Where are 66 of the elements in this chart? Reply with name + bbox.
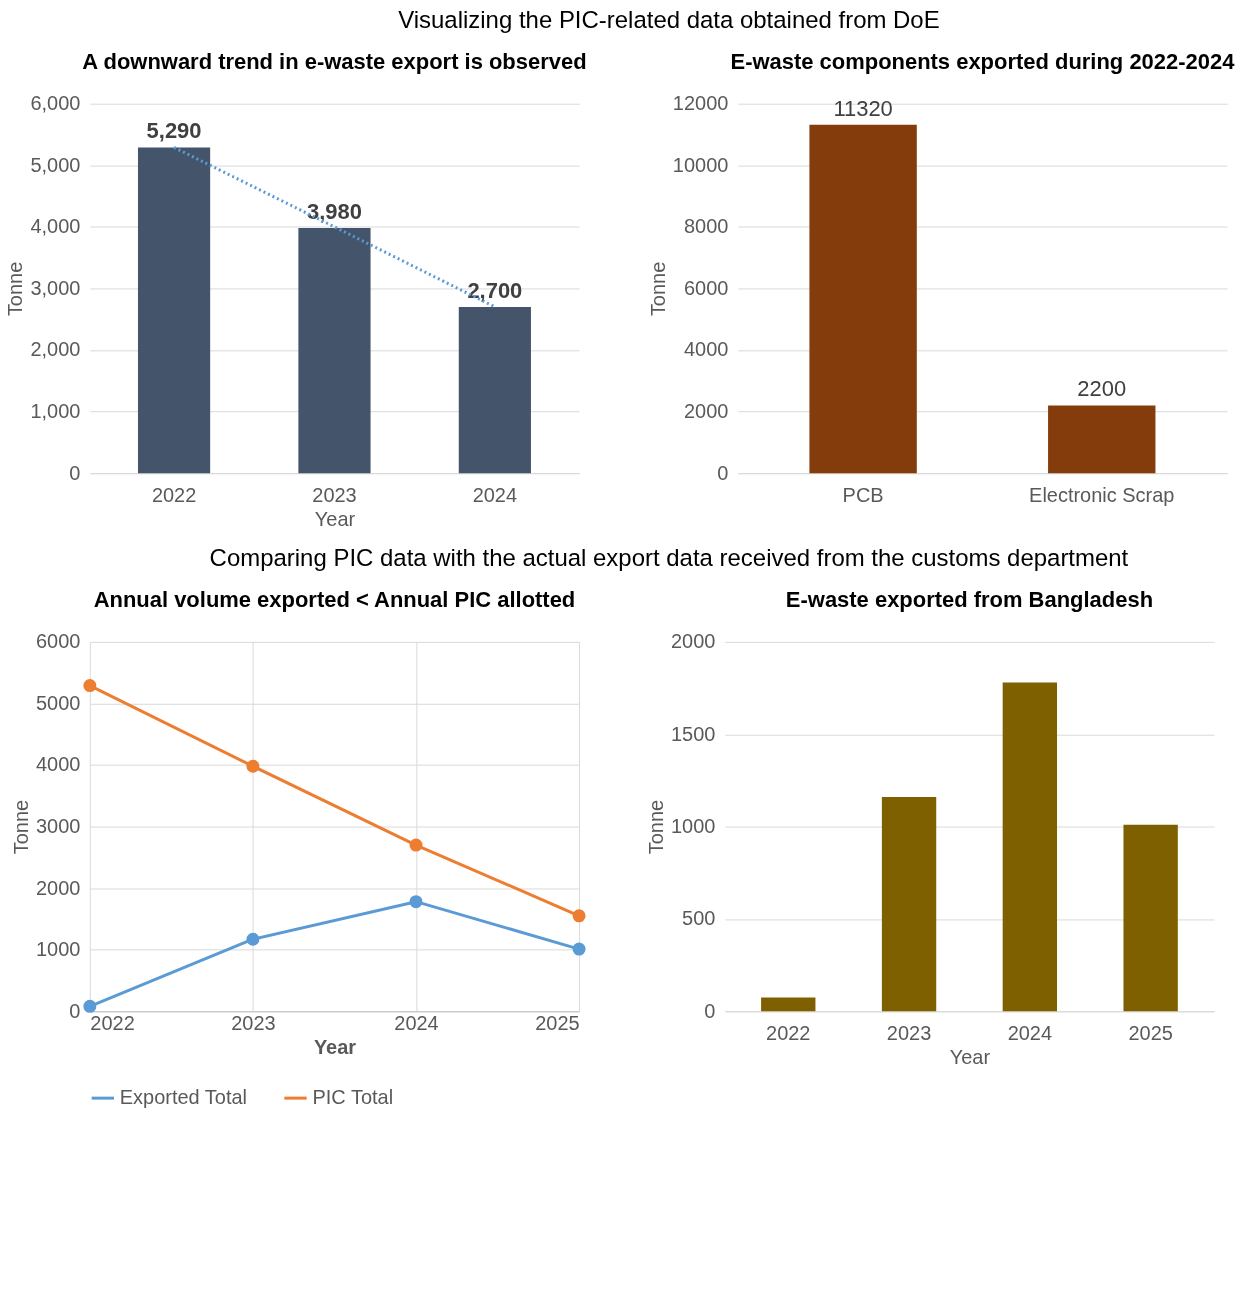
legend-label: Exported Total	[119, 1086, 248, 1109]
bar	[458, 306, 531, 474]
y-axis-title: Tonne	[4, 261, 27, 317]
x-tick-label: 2024	[1007, 1021, 1053, 1044]
y-tick-label: 2,000	[30, 338, 81, 361]
y-tick-label: 4000	[683, 338, 729, 361]
y-tick-label: 0	[69, 999, 81, 1022]
chart-title: E-waste components exported during 2022-2024	[730, 48, 1236, 74]
y-tick-label: 2000	[35, 876, 81, 899]
x-tick-label: PCB	[842, 483, 884, 506]
text: Comparing PIC data with the actual export data received from the customs department	[209, 543, 1129, 571]
y-tick-label: 1,000	[30, 400, 81, 423]
bar	[1123, 824, 1178, 1012]
y-tick-label: 500	[682, 907, 716, 930]
x-tick-label: 2024	[472, 483, 518, 506]
y-tick-label: 5000	[35, 691, 81, 714]
y-tick-label: 1000	[35, 938, 81, 961]
x-tick-label: 2025	[535, 1011, 580, 1034]
y-tick-label: 6000	[683, 276, 729, 299]
y-tick-label: 3000	[35, 815, 81, 838]
y-tick-label: 0	[704, 999, 716, 1022]
y-tick-label: 12000	[672, 92, 729, 115]
y-axis-title: Tonne	[644, 799, 667, 855]
bar	[298, 228, 371, 474]
bar	[761, 997, 816, 1012]
x-tick-label: 2022	[90, 1011, 135, 1034]
x-tick-label: 2025	[1128, 1021, 1173, 1044]
y-tick-label: 2000	[683, 400, 729, 423]
y-tick-label: 1500	[670, 722, 716, 745]
x-tick-label: 2024	[394, 1011, 439, 1034]
x-axis-title: Year	[314, 507, 356, 530]
y-tick-label: 4,000	[30, 215, 81, 238]
bar	[881, 797, 937, 1012]
y-axis-title: Tonne	[646, 261, 669, 317]
y-tick-label: 6,000	[30, 92, 81, 115]
y-axis-title: Tonne	[9, 799, 32, 855]
text: Visualizing the PIC-related data obtained from DoE	[398, 5, 940, 33]
x-axis-title: Year	[949, 1045, 991, 1068]
y-tick-label: 6000	[35, 630, 81, 653]
y-tick-label: 4000	[35, 753, 81, 776]
x-tick-label: 2023	[312, 483, 357, 506]
y-tick-label: 0	[69, 461, 81, 484]
y-tick-label: 5,000	[30, 153, 81, 176]
data-label: 2,700	[467, 277, 523, 303]
x-tick-label: 2022	[766, 1021, 811, 1044]
chart-title: Annual volume exported < Annual PIC allotted	[93, 586, 576, 612]
y-tick-label: 8000	[683, 215, 729, 238]
chart-title: A downward trend in e-waste export is observed	[82, 48, 587, 74]
x-tick-label: 2023	[231, 1011, 276, 1034]
y-tick-label: 10000	[672, 153, 729, 176]
legend-label: PIC Total	[312, 1086, 394, 1109]
chart-title: E-waste exported from Bangladesh	[785, 586, 1154, 612]
bar	[137, 147, 211, 474]
y-tick-label: 2000	[670, 630, 716, 653]
data-label: 2200	[1077, 376, 1127, 402]
bar	[1002, 682, 1058, 1012]
y-tick-label: 1000	[670, 815, 716, 838]
y-tick-label: 0	[717, 461, 729, 484]
x-tick-label: Electronic Scrap	[1029, 483, 1175, 506]
x-tick-label: 2023	[886, 1021, 932, 1044]
data-label: 5,290	[146, 118, 202, 144]
data-label: 11320	[833, 95, 893, 121]
data-label: 3,980	[307, 199, 362, 225]
x-tick-label: 2022	[151, 483, 197, 506]
y-tick-label: 3,000	[30, 276, 81, 299]
x-axis-title: Year	[313, 1035, 357, 1058]
